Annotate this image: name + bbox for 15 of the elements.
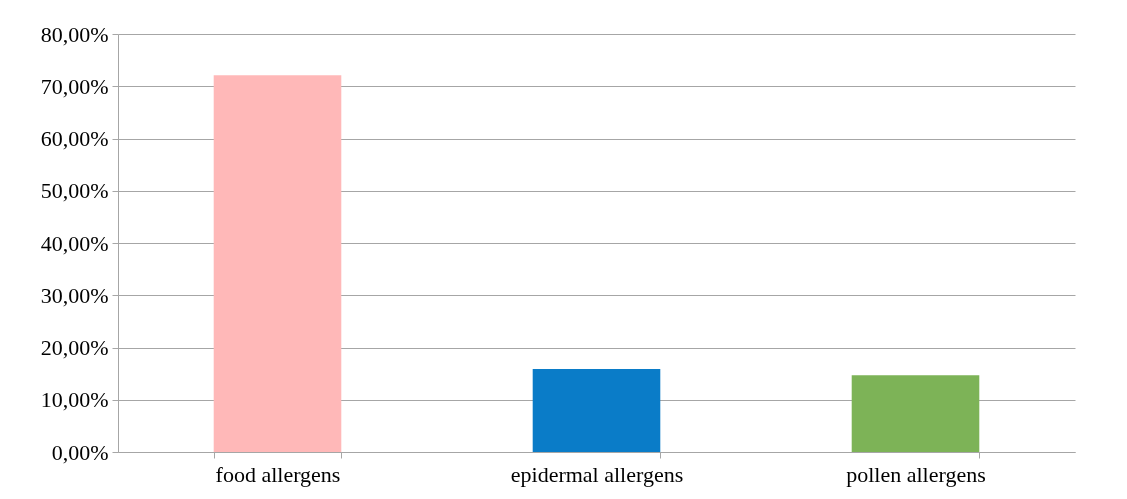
y-tick-label: 20,00% <box>40 335 109 360</box>
x-tick-label: epidermal allergens <box>510 461 684 487</box>
y-tick-label: 50,00% <box>40 178 109 204</box>
y-tick-label: 0,00% <box>51 439 109 465</box>
y-tick-label: 70,00% <box>40 73 109 99</box>
x-tick-label: food allergens <box>215 461 341 487</box>
y-tick-label: 80,00% <box>40 21 109 47</box>
bar <box>851 375 980 452</box>
y-tick-label: 30,00% <box>40 282 109 308</box>
y-tick-label: 60,00% <box>40 126 109 151</box>
x-tick-label: pollen allergens <box>846 461 986 487</box>
y-tick-label: 40,00% <box>40 230 109 256</box>
y-tick-label: 10,00% <box>40 387 109 413</box>
bar <box>532 368 661 452</box>
bar <box>213 75 342 452</box>
